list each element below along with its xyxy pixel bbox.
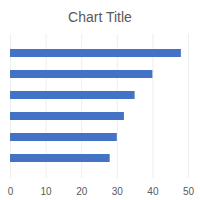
svg-text:50: 50 bbox=[183, 186, 195, 197]
svg-text:40: 40 bbox=[147, 186, 159, 197]
svg-text:20: 20 bbox=[76, 186, 88, 197]
svg-text:0: 0 bbox=[8, 186, 14, 197]
svg-text:10: 10 bbox=[41, 186, 53, 197]
svg-text:30: 30 bbox=[112, 186, 124, 197]
html-text:Chart Title: Chart Title bbox=[68, 9, 132, 25]
